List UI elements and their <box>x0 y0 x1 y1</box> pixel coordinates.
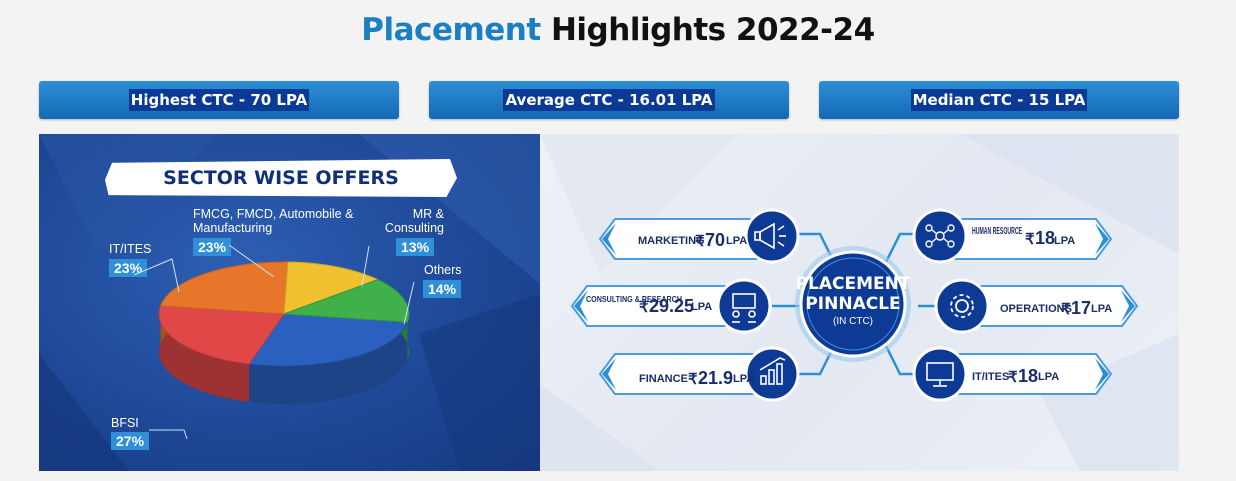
consulting-name: CONSULTING & RESEARCH <box>586 294 682 304</box>
title-accent: Placement <box>361 12 541 48</box>
itites-unit: LPA <box>1038 371 1059 383</box>
pie-slice-bfsi <box>248 313 409 367</box>
marketing-value: 70 <box>705 230 725 250</box>
title-rest: Highlights 2022-24 <box>550 12 875 48</box>
pinnacle-center: PLACEMENT PINNACLE (IN CTC) <box>793 274 913 327</box>
itites-name: IT/ITES <box>972 371 1009 383</box>
pie-slice-mr-consulting <box>283 261 380 315</box>
consulting-unit: LPA <box>691 301 712 313</box>
sector-wise-offers-panel: SECTOR WISE OFFERS IT/ITES 23% FMCG, FMC… <box>39 134 540 471</box>
average-ctc-card: Average CTC - 16.01 LPA <box>429 81 789 119</box>
finance-name: FINANCE <box>639 373 688 385</box>
pinnacle-icons <box>732 222 974 387</box>
megaphone-icon <box>754 222 786 250</box>
pct-it-ites: 23% <box>109 259 148 277</box>
itites-value: 18 <box>1018 366 1038 386</box>
highest-ctc-label: Highest CTC - 70 LPA <box>128 89 310 111</box>
consulting-value: 29.25 <box>649 296 694 316</box>
pie-slice-it-ites <box>158 305 285 365</box>
gear-icon <box>950 294 974 318</box>
hr-value: 18 <box>1035 228 1055 248</box>
pinnacle-center-line1: PLACEMENT <box>795 274 911 294</box>
label-it-ites: IT/ITES <box>109 242 152 256</box>
pinnacle-background <box>540 134 1179 471</box>
pct-fmcg: 23% <box>193 238 232 256</box>
pinnacle-center-line2: PINNACLE <box>805 294 901 314</box>
pct-mr-consulting: 13% <box>396 238 435 256</box>
finance-chart-icon <box>759 357 786 385</box>
chart-title-banner: SECTOR WISE OFFERS <box>105 159 457 197</box>
marketing-symbol: ₹ <box>695 233 705 250</box>
average-ctc-label: Average CTC - 16.01 LPA <box>503 89 715 111</box>
label-others: Others <box>424 263 462 277</box>
pinnacle-texts: MARKETING ₹ 70 LPA CONSULTING & RESEARCH… <box>586 226 1112 388</box>
chart-title: SECTOR WISE OFFERS <box>163 167 399 189</box>
pct-bfsi: 27% <box>111 432 150 450</box>
pie-side-1 <box>159 305 250 402</box>
label-bfsi: BFSI <box>111 416 139 430</box>
highest-ctc-card: Highest CTC - 70 LPA <box>39 81 399 119</box>
consulting-icon <box>732 293 756 323</box>
operations-name: OPERATIONS <box>1000 303 1072 315</box>
label-leader-lines <box>133 244 415 440</box>
pinnacle-center-graphic <box>795 246 911 362</box>
consulting-symbol: ₹ <box>639 299 649 316</box>
finance-unit: LPA <box>733 373 754 385</box>
hr-symbol: ₹ <box>1025 231 1035 248</box>
label-fmcg: FMCG, FMCD, Automobile & Manufacturing <box>193 207 354 235</box>
operations-unit: LPA <box>1091 303 1112 315</box>
placement-pinnacle-panel: PLACEMENT PINNACLE (IN CTC) <box>540 134 1179 471</box>
pie-slice-fmcg-fmcd-automobile-manufacturing <box>159 261 289 315</box>
pinnacle-center-line3: (IN CTC) <box>833 316 873 327</box>
hr-name: HUMAN RESOURCE <box>972 226 1022 237</box>
operations-symbol: ₹ <box>1061 301 1071 318</box>
pct-others: 14% <box>423 280 462 298</box>
sector-pie-chart <box>158 261 410 404</box>
marketing-unit: LPA <box>726 235 747 247</box>
network-people-icon <box>925 224 955 248</box>
label-mr-consulting: MR & Consulting <box>384 207 444 235</box>
hr-unit: LPA <box>1054 235 1075 247</box>
median-ctc-label: Median CTC - 15 LPA <box>910 89 1088 111</box>
marketing-name: MARKETING <box>638 235 705 247</box>
finance-value: 21.9 <box>698 368 733 388</box>
operations-value: 17 <box>1071 298 1091 318</box>
page-title: Placement Highlights 2022-24 <box>0 12 1236 48</box>
pinnacle-pills-shapes <box>570 208 1139 402</box>
median-ctc-card: Median CTC - 15 LPA <box>819 81 1179 119</box>
computer-icon <box>926 362 954 387</box>
pie-slice-others <box>283 279 410 323</box>
finance-symbol: ₹ <box>688 371 698 388</box>
itites-symbol: ₹ <box>1008 369 1018 386</box>
